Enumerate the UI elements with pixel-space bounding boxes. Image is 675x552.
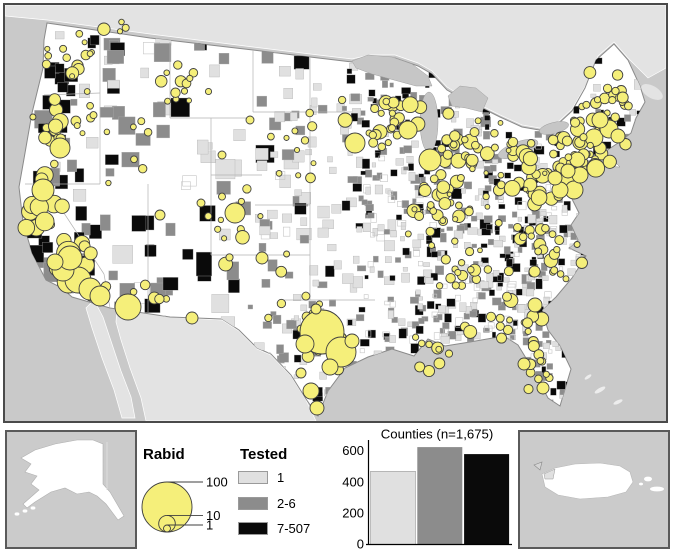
puerto-rico-tested-county xyxy=(543,468,556,480)
chart-ytick-label: 400 xyxy=(342,474,364,489)
culebra-island xyxy=(644,476,652,482)
vieques-island xyxy=(650,486,664,492)
tested-swatch-7-507 xyxy=(238,521,268,535)
chart-bar-1 xyxy=(370,470,416,545)
counties-bar-chart: Counties (n=1,675) 0 200 400 600 xyxy=(342,427,512,549)
tested-class-row: 2-6 xyxy=(238,496,296,510)
rabid-legend-circle xyxy=(163,524,171,533)
main-map-panel xyxy=(3,3,668,423)
puerto-rico-map xyxy=(533,461,664,500)
rabid-circle-symbols xyxy=(17,18,633,416)
bahamas-island xyxy=(594,386,606,394)
aleutian-island xyxy=(22,509,28,513)
alaska-map xyxy=(14,439,125,521)
rabid-legend-value: 1 xyxy=(206,518,213,533)
bahamas-island xyxy=(584,374,592,380)
aleutian-island xyxy=(14,512,20,516)
tested-class-row: 7-507 xyxy=(238,521,310,535)
tested-class-row: 1 xyxy=(238,470,284,484)
lake-superior xyxy=(351,54,433,87)
rabid-legend-value: 10 xyxy=(206,508,220,523)
rabid-legend-value: 100 xyxy=(206,475,228,490)
alaska-inset xyxy=(5,430,137,549)
chart-ytick-label: 200 xyxy=(342,506,364,521)
baja-landmass xyxy=(85,299,136,419)
rabid-size-legend: 100 101 xyxy=(141,475,228,533)
puerto-rico-landmass xyxy=(541,462,634,500)
chart-bar-7-507 xyxy=(464,454,510,545)
rabid-legend-title: Rabid xyxy=(143,446,185,463)
tested-label-1: 1 xyxy=(277,469,285,485)
small-island xyxy=(639,482,643,486)
chart-title: Counties (n=1,675) xyxy=(381,427,494,442)
us-county-map xyxy=(5,5,666,421)
nova-scotia-landmass xyxy=(641,84,663,100)
chart-bar-2-6 xyxy=(417,447,463,545)
tested-swatch-2-6 xyxy=(238,496,268,510)
tested-legend-title: Tested xyxy=(240,446,288,463)
puerto-rico-inset xyxy=(518,430,670,549)
aleutian-island xyxy=(30,506,36,510)
tested-label-2-6: 2-6 xyxy=(277,495,296,511)
tested-label-7-507: 7-507 xyxy=(277,520,311,536)
tested-swatch-1 xyxy=(238,470,268,484)
alaska-landmass xyxy=(20,439,125,521)
lake-huron xyxy=(447,85,489,113)
puerto-rico-islet xyxy=(533,461,543,471)
chart-ytick-label: 0 xyxy=(357,537,364,549)
lake-ontario xyxy=(539,121,569,135)
chart-ytick-label: 600 xyxy=(342,443,364,458)
bahamas-island xyxy=(613,399,623,405)
mexico-landmass xyxy=(115,308,317,421)
